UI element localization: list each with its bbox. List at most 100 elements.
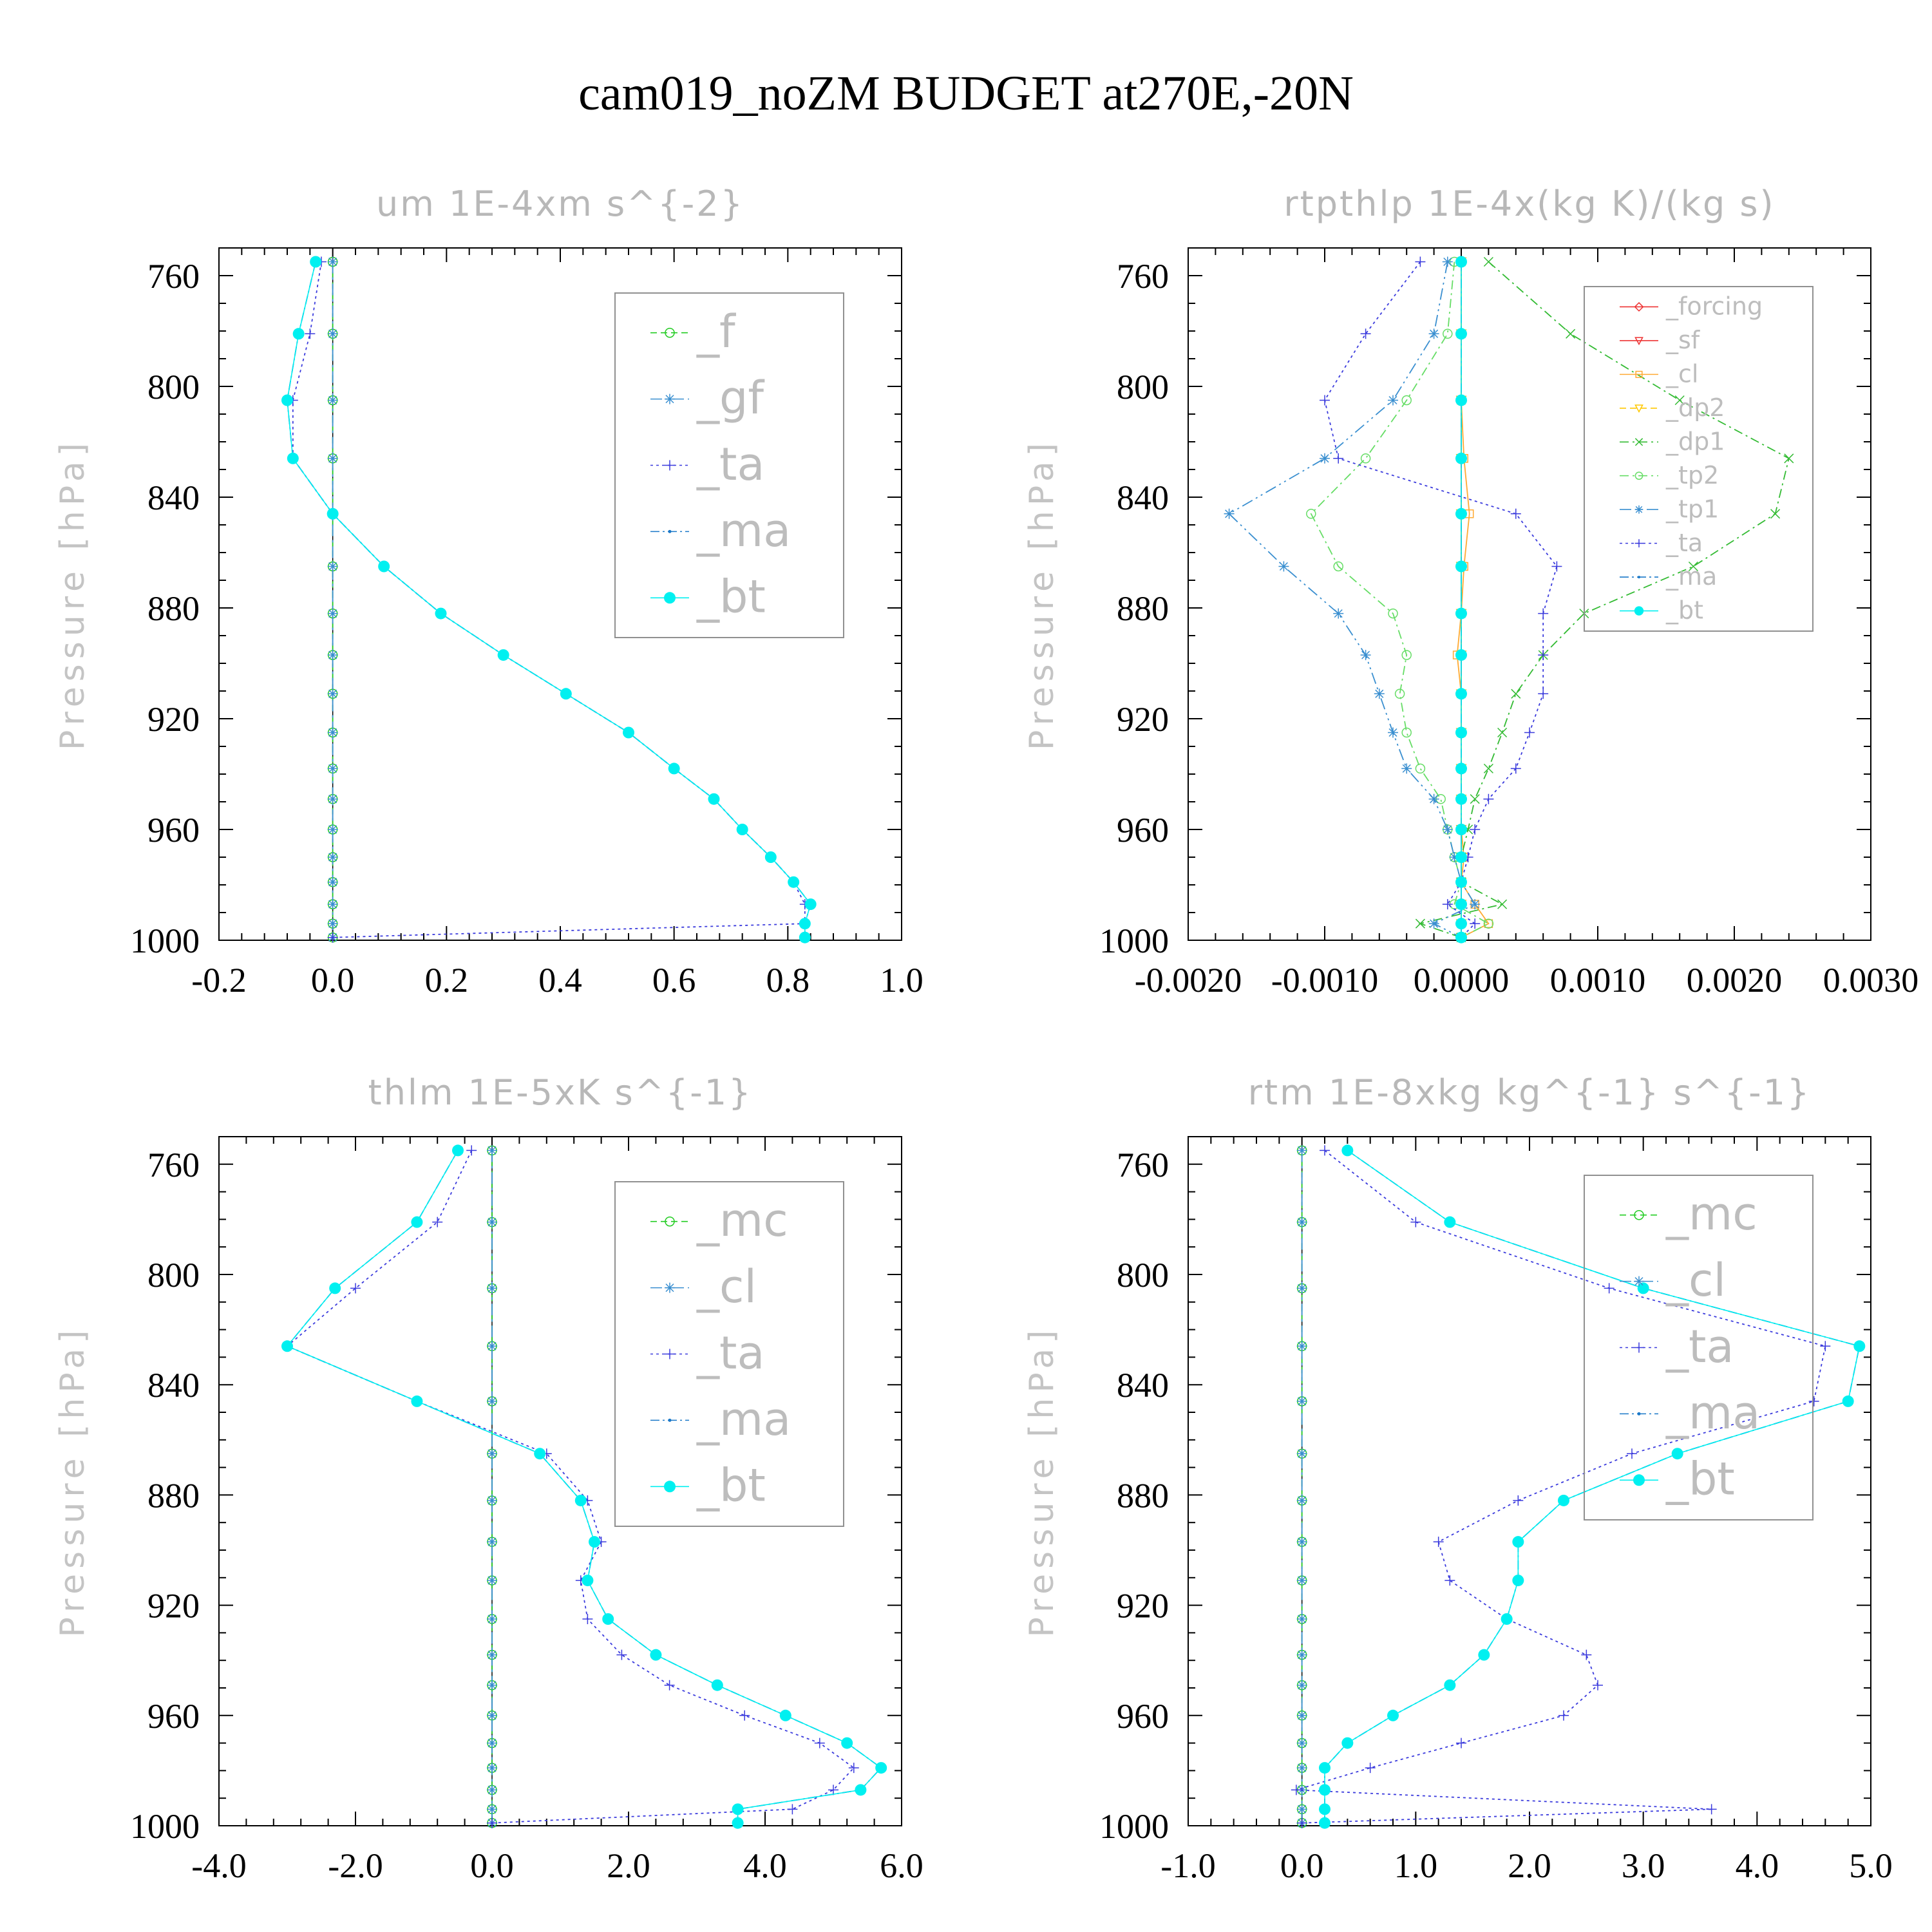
legend-entry-gf: _gf — [650, 372, 764, 424]
data-point — [327, 852, 338, 862]
data-point — [327, 395, 338, 406]
legend-entry-sf: _sf — [1620, 326, 1701, 354]
x-tick-label: 0.0020 — [1687, 961, 1783, 999]
data-point — [650, 1649, 662, 1661]
series-ta — [1291, 1145, 1831, 1828]
data-point — [764, 851, 777, 863]
y-tick-label: 800 — [147, 1256, 200, 1294]
data-point — [1296, 1495, 1307, 1506]
legend-box — [614, 1181, 844, 1527]
data-point — [804, 898, 817, 911]
y-tick-label: 880 — [1117, 589, 1169, 628]
y-axis-label: Pressure [hPa] — [1023, 438, 1061, 750]
series-cl — [1296, 1145, 1307, 1828]
data-point — [1512, 1536, 1524, 1548]
series-line-ma — [1324, 1150, 1861, 1823]
data-point — [487, 1217, 497, 1227]
data-point — [1470, 918, 1481, 929]
series-tp2 — [1306, 256, 1494, 943]
x-tick-label: 2.0 — [607, 1846, 650, 1885]
data-point — [1333, 561, 1343, 572]
legend-entry-bt: _bt — [1620, 596, 1703, 625]
data-point — [305, 328, 316, 339]
y-tick-label: 960 — [147, 1697, 200, 1736]
data-point — [1483, 918, 1494, 929]
data-point — [292, 328, 305, 340]
x-tick-label: -0.0020 — [1135, 961, 1242, 999]
data-point — [1296, 1804, 1307, 1815]
data-point — [1415, 763, 1426, 774]
data-point — [1808, 1396, 1819, 1406]
x-tick-label: 0.0030 — [1823, 961, 1919, 999]
data-point — [1442, 899, 1453, 910]
series-ta — [282, 1145, 859, 1828]
data-point — [1558, 1494, 1569, 1506]
data-point — [708, 793, 720, 805]
data-point — [1484, 919, 1493, 928]
data-point — [1319, 1803, 1331, 1815]
legend-label: _gf — [696, 372, 764, 424]
legend-entry-tp1: _tp1 — [1620, 495, 1719, 523]
data-point — [1442, 256, 1453, 267]
data-point — [327, 453, 338, 464]
data-point — [487, 1649, 497, 1660]
chart-panel-1: um 1E-4xm s^{-2} Pressure [hPa] -0.2 0.0 0.2… — [53, 184, 923, 999]
y-tick-label: 880 — [147, 1476, 200, 1515]
series-line-ta — [1296, 1150, 1826, 1824]
data-point — [788, 876, 800, 888]
data-point — [435, 607, 447, 620]
data-point — [1449, 852, 1460, 862]
legend-entry-cl: _cl — [1620, 1254, 1726, 1307]
data-point — [411, 1395, 423, 1407]
data-point — [1401, 395, 1412, 406]
legend-label: _mc — [1665, 1188, 1757, 1240]
data-point — [329, 1282, 341, 1294]
legend-label: _dp1 — [1665, 427, 1725, 455]
data-point — [1455, 726, 1467, 739]
data-point — [487, 1738, 497, 1748]
data-point — [487, 1396, 497, 1406]
data-point — [1688, 561, 1698, 572]
legend-label: _bt — [696, 571, 766, 623]
legend-entry-bt: _bt — [1620, 1453, 1735, 1506]
legend-entry-dp2: _dp2 — [1620, 393, 1725, 422]
x-tick-label: 0.4 — [538, 961, 582, 999]
data-point — [411, 1216, 423, 1228]
data-point — [1224, 508, 1235, 519]
data-point — [1296, 1448, 1307, 1459]
data-point — [1296, 1763, 1307, 1774]
data-point — [814, 1738, 825, 1748]
data-point — [1401, 763, 1412, 774]
plot-frame — [218, 247, 902, 941]
legend-entry-cl: _cl — [1620, 360, 1698, 388]
data-point — [1296, 1145, 1307, 1156]
plot-frame — [1188, 1136, 1871, 1826]
y-tick-label: 920 — [1117, 1587, 1169, 1625]
data-point — [589, 1536, 600, 1548]
data-point — [1456, 1738, 1466, 1748]
data-point — [1296, 1738, 1307, 1748]
data-point — [1566, 328, 1576, 339]
chart-panel-2: rtpthlp 1E-4x(kg K)/(kg s) Pressure [hPa]… — [1023, 184, 1918, 999]
x-tick-label: 4.0 — [743, 1846, 787, 1885]
series-line-ma — [286, 1150, 882, 1823]
legend-label: _ma — [696, 1393, 791, 1446]
data-point — [1388, 608, 1398, 619]
data-point — [1388, 395, 1398, 406]
x-tick-label: 1.0 — [1394, 1846, 1438, 1885]
data-point — [487, 1145, 497, 1156]
legend-entry-ta: _ta — [650, 438, 764, 491]
data-point — [1360, 328, 1371, 339]
data-point — [1387, 1709, 1399, 1721]
data-point — [664, 1680, 675, 1690]
data-point — [281, 394, 293, 406]
y-axis-label: Pressure [hPa] — [1023, 1325, 1061, 1638]
data-point — [1444, 1216, 1456, 1228]
data-point — [1455, 762, 1467, 775]
data-point — [1296, 1817, 1307, 1828]
data-point — [1428, 918, 1439, 929]
data-point — [1455, 931, 1467, 943]
y-tick-label: 1000 — [1099, 1807, 1169, 1846]
y-tick-label: 880 — [1117, 1476, 1169, 1515]
data-point — [310, 256, 322, 268]
